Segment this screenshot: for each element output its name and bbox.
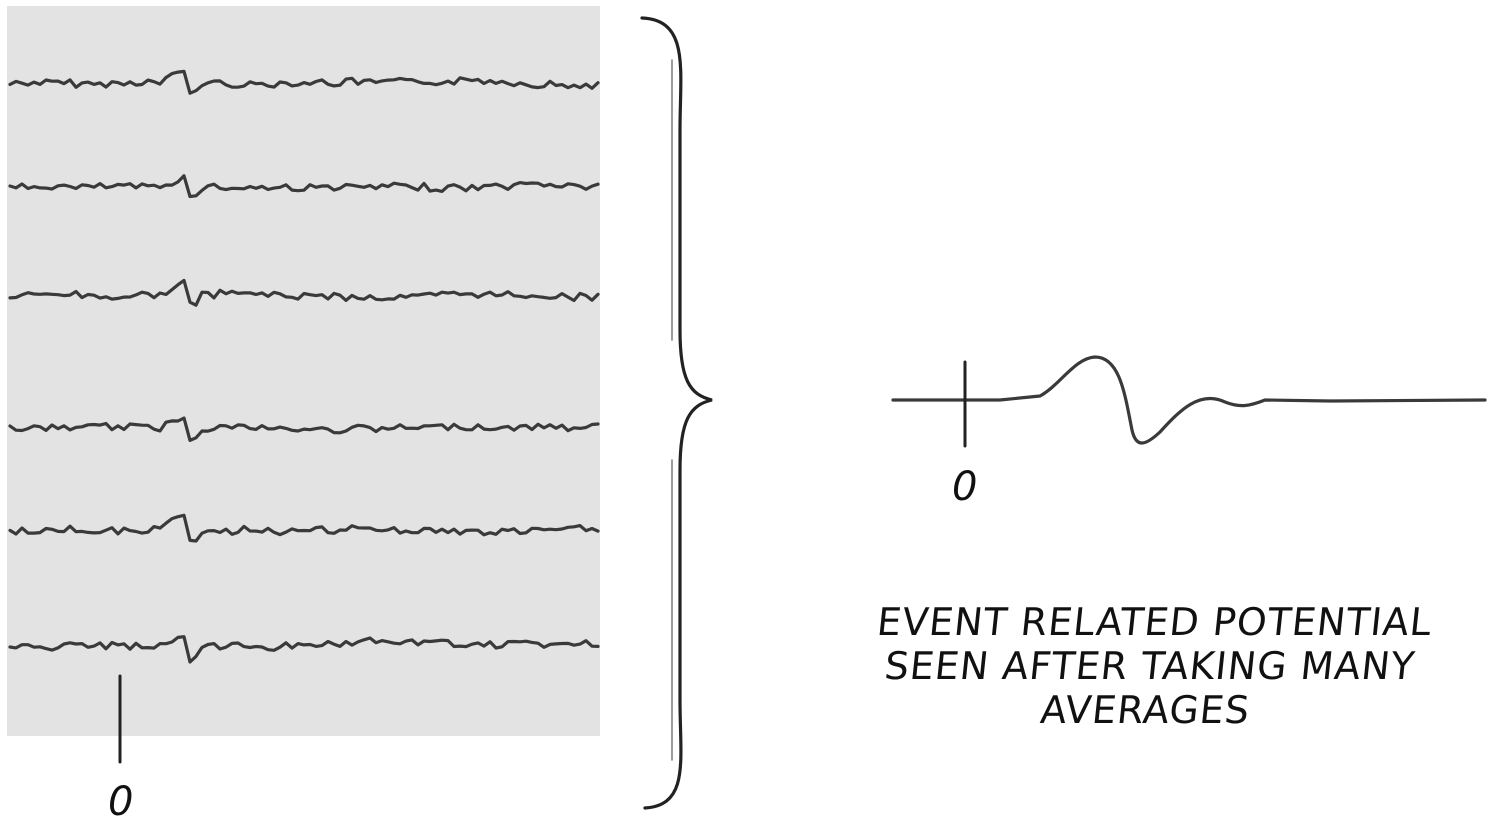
caption-line-3: AVERAGES xyxy=(1038,688,1253,732)
single-trial-trace-1 xyxy=(8,69,600,95)
single-trial-traces xyxy=(8,69,600,664)
single-trial-trace-5 xyxy=(8,513,600,543)
averaged-erp-waveform xyxy=(891,355,1487,445)
caption-line-2: SEEN AFTER TAKING MANY xyxy=(882,644,1418,688)
single-trial-trace-3 xyxy=(8,278,600,307)
single-trial-trace-4 xyxy=(8,416,600,442)
erp-zero-label: 0 xyxy=(952,464,977,510)
single-trial-trace-2 xyxy=(8,174,600,199)
erp-caption: EVENT RELATED POTENTIAL SEEN AFTER TAKIN… xyxy=(803,600,1497,732)
single-trial-trace-6 xyxy=(8,635,600,664)
caption-line-1: EVENT RELATED POTENTIAL xyxy=(874,600,1435,644)
single-trials-panel xyxy=(7,6,600,736)
curly-brace xyxy=(640,16,713,810)
left-zero-label: 0 xyxy=(108,779,133,824)
